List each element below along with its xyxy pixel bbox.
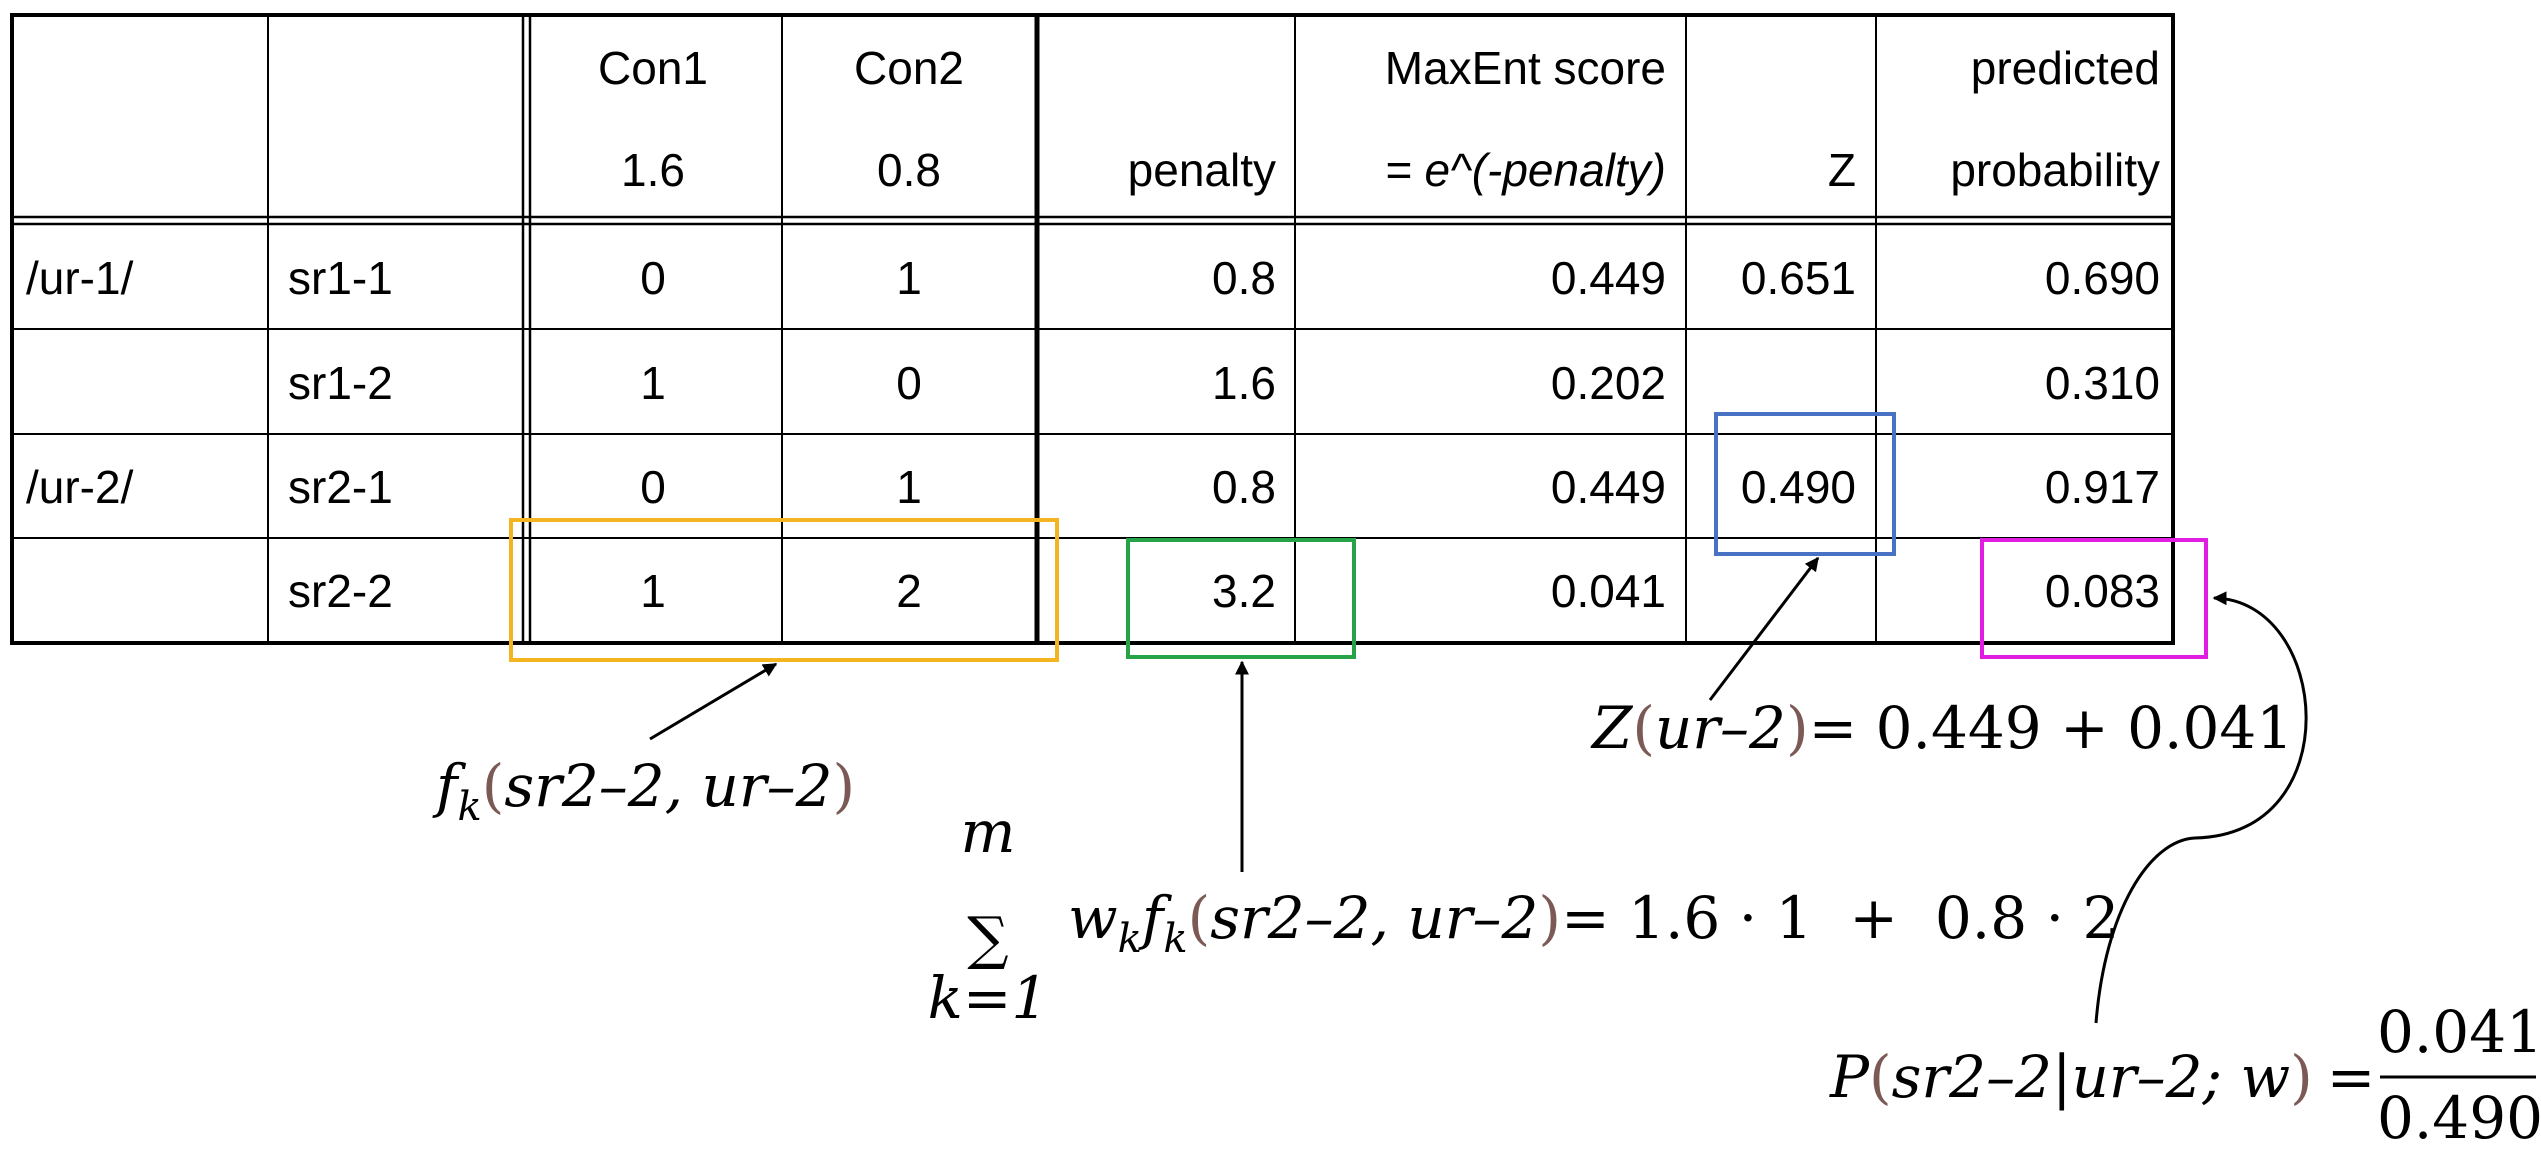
cell-penalty: 3.2 xyxy=(1212,565,1276,617)
cell-probability: 0.690 xyxy=(2045,252,2160,304)
header-con1-line2: 1.6 xyxy=(621,144,685,196)
header-con2-line2: 0.8 xyxy=(877,144,941,196)
cell-penalty: 0.8 xyxy=(1212,461,1276,513)
probability-formula: P(sr2–2|ur–2; w) = xyxy=(1829,1043,2375,1111)
violations-highlight-box xyxy=(509,518,1059,662)
cell-con1: 0 xyxy=(640,252,666,304)
header-maxent-line1: MaxEnt score xyxy=(1385,42,1666,94)
header-maxent-line2: = e^(-penalty) xyxy=(1385,144,1666,196)
header-penalty-line2: penalty xyxy=(1128,144,1276,196)
z-arrow xyxy=(1708,556,1820,701)
cell-probability: 0.310 xyxy=(2045,357,2160,409)
cell-con1: 1 xyxy=(640,357,666,409)
probability-denominator: 0.490 xyxy=(2377,1084,2541,1152)
probability-curved-arrow xyxy=(2094,591,2308,1024)
tableau-text: Con1 Con2 MaxEnt score predicted 1.6 0.8 penal… xyxy=(26,42,2160,617)
probability-numerator: 0.041 xyxy=(2377,998,2541,1066)
cell-maxent: 0.449 xyxy=(1551,252,1666,304)
cell-penalty: 1.6 xyxy=(1212,357,1276,409)
penalty-highlight-box xyxy=(1126,538,1356,659)
cell-maxent: 0.449 xyxy=(1551,461,1666,513)
cell-z: 0.651 xyxy=(1741,252,1856,304)
z-highlight-box xyxy=(1714,412,1896,556)
z-formula: Z(ur–2)= 0.449 + 0.041 xyxy=(1590,694,2293,762)
cell-con2: 1 xyxy=(896,461,922,513)
cell-sr: sr1-2 xyxy=(288,357,393,409)
cell-probability: 0.917 xyxy=(2045,461,2160,513)
fk-formula: fk(sr2–2, ur–2) xyxy=(432,752,855,830)
fk-arrow xyxy=(649,662,778,741)
probability-highlight-box xyxy=(1980,538,2208,659)
header-probability-line2: probability xyxy=(1950,144,2160,196)
cell-sr: sr2-1 xyxy=(288,461,393,513)
sum-upper-limit: m xyxy=(961,798,1016,866)
tableau-grid xyxy=(10,13,2175,645)
header-z-line2: Z xyxy=(1828,144,1856,196)
sum-formula: wkfk(sr2–2, ur–2)= 1.6 · 1 + 0.8 · 2 xyxy=(1068,884,2119,962)
cell-sr: sr2-2 xyxy=(288,565,393,617)
cell-ur: /ur-2/ xyxy=(26,461,134,513)
cell-z: 0.490 xyxy=(1741,461,1856,513)
cell-con1: 1 xyxy=(640,565,666,617)
sum-sigma: ∑ xyxy=(967,904,1008,972)
header-con1-line1: Con1 xyxy=(598,42,708,94)
cell-con2: 1 xyxy=(896,252,922,304)
cell-sr: sr1-1 xyxy=(288,252,393,304)
cell-con2: 2 xyxy=(896,565,922,617)
sum-lower-limit: k=1 xyxy=(928,964,1049,1032)
cell-probability: 0.083 xyxy=(2045,565,2160,617)
cell-con2: 0 xyxy=(896,357,922,409)
cell-maxent: 0.202 xyxy=(1551,357,1666,409)
cell-ur: /ur-1/ xyxy=(26,252,134,304)
cell-maxent: 0.041 xyxy=(1551,565,1666,617)
header-probability-line1: predicted xyxy=(1971,42,2160,94)
header-con2-line1: Con2 xyxy=(854,42,964,94)
cell-penalty: 0.8 xyxy=(1212,252,1276,304)
cell-con1: 0 xyxy=(640,461,666,513)
